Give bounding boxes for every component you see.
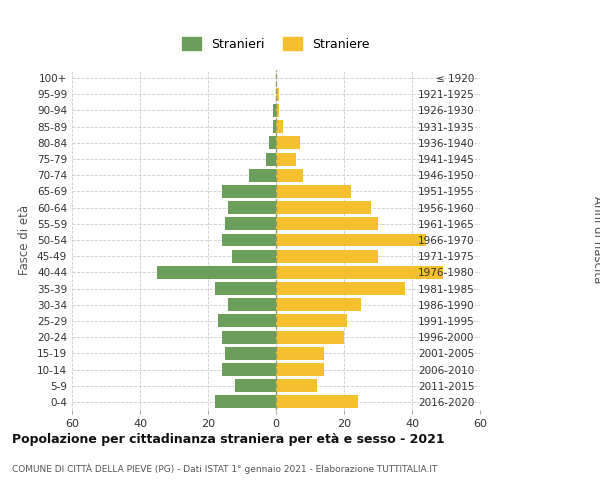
Bar bbox=[276, 104, 280, 117]
Bar bbox=[269, 136, 276, 149]
Bar bbox=[225, 347, 276, 360]
Bar bbox=[276, 396, 358, 408]
Bar bbox=[266, 152, 276, 166]
Bar bbox=[215, 396, 276, 408]
Bar bbox=[272, 120, 276, 133]
Bar bbox=[276, 347, 323, 360]
Bar bbox=[276, 298, 361, 311]
Bar bbox=[218, 314, 276, 328]
Bar bbox=[276, 282, 405, 295]
Y-axis label: Fasce di età: Fasce di età bbox=[19, 205, 31, 275]
Bar bbox=[221, 363, 276, 376]
Bar bbox=[276, 314, 347, 328]
Text: Popolazione per cittadinanza straniera per età e sesso - 2021: Popolazione per cittadinanza straniera p… bbox=[12, 432, 445, 446]
Bar bbox=[276, 185, 351, 198]
Bar bbox=[276, 363, 323, 376]
Bar bbox=[235, 379, 276, 392]
Bar bbox=[276, 250, 378, 262]
Bar bbox=[221, 185, 276, 198]
Text: COMUNE DI CITTÀ DELLA PIEVE (PG) - Dati ISTAT 1° gennaio 2021 - Elaborazione TUT: COMUNE DI CITTÀ DELLA PIEVE (PG) - Dati … bbox=[12, 464, 437, 474]
Bar bbox=[276, 120, 283, 133]
Bar bbox=[232, 250, 276, 262]
Bar bbox=[221, 330, 276, 344]
Text: Anni di nascita: Anni di nascita bbox=[590, 196, 600, 284]
Bar bbox=[229, 298, 276, 311]
Bar bbox=[276, 136, 300, 149]
Bar bbox=[157, 266, 276, 279]
Bar bbox=[272, 104, 276, 117]
Bar bbox=[276, 201, 371, 214]
Bar bbox=[276, 152, 296, 166]
Bar bbox=[276, 266, 443, 279]
Bar bbox=[229, 201, 276, 214]
Bar bbox=[215, 282, 276, 295]
Bar bbox=[276, 169, 303, 181]
Bar bbox=[276, 234, 425, 246]
Bar bbox=[249, 169, 276, 181]
Bar bbox=[221, 234, 276, 246]
Bar bbox=[276, 88, 280, 101]
Bar bbox=[276, 379, 317, 392]
Bar bbox=[276, 218, 378, 230]
Bar bbox=[225, 218, 276, 230]
Legend: Stranieri, Straniere: Stranieri, Straniere bbox=[178, 32, 374, 56]
Bar bbox=[276, 330, 344, 344]
